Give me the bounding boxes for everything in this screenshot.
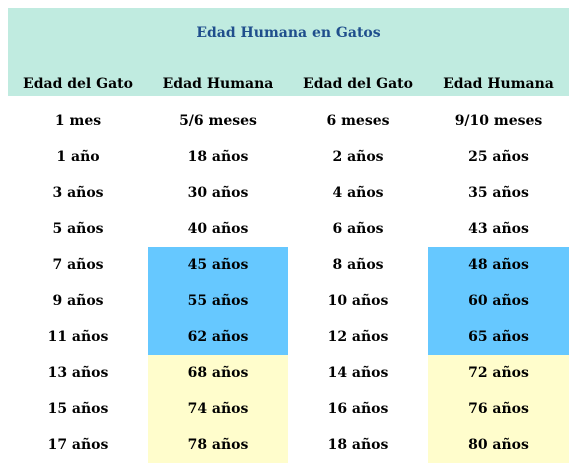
table-cell: 12 años: [327, 329, 389, 345]
table-cell-highlight-blue: 60 años: [428, 283, 569, 319]
table-header-band: Edad Humana en Gatos Edad del Gato Edad …: [8, 8, 569, 96]
table-cell: 16 años: [327, 401, 389, 417]
table-cell-highlight-blue: 65 años: [428, 319, 569, 355]
table-cell: 13 años: [47, 365, 109, 381]
column-header-human-age-2: Edad Humana: [443, 76, 554, 92]
table-cell: 25 años: [468, 149, 529, 165]
table-cell: 9 años: [52, 293, 104, 309]
table-cell: 10 años: [327, 293, 389, 309]
table-cell-highlight-blue: 55 años: [148, 283, 288, 319]
table-cell-highlight-blue: 62 años: [148, 319, 288, 355]
table-cell: 30 años: [187, 185, 249, 201]
table-cell-highlight-yellow: 76 años: [428, 391, 569, 427]
table-cell: 17 años: [47, 437, 109, 453]
table-cell-highlight-blue: 48 años: [428, 247, 569, 283]
table-cell: 40 años: [187, 221, 249, 237]
table-cell-highlight-yellow: 78 años: [148, 427, 288, 463]
table-cell: 8 años: [332, 257, 384, 273]
table-cell: 43 años: [468, 221, 529, 237]
column-header-cat-age-1: Edad del Gato: [23, 76, 133, 92]
table-cell: 1 año: [56, 149, 100, 165]
cat-age-table: Edad Humana en Gatos Edad del Gato Edad …: [8, 8, 569, 463]
table-cell: 11 años: [47, 329, 109, 345]
table-cell: 5/6 meses: [179, 113, 257, 129]
table-cell: 6 años: [332, 221, 384, 237]
table-cell-highlight-yellow: 74 años: [148, 391, 288, 427]
table-cell: 1 mes: [54, 113, 102, 129]
table-cell: 9/10 meses: [454, 113, 543, 129]
table-cell-highlight-blue: 45 años: [148, 247, 288, 283]
column-header-human-age-1: Edad Humana: [162, 76, 274, 92]
table-cell: 18 años: [327, 437, 389, 453]
table-body: 1 mes 5/6 meses 6 meses 9/10 meses 1 año…: [8, 103, 569, 463]
table-cell: 15 años: [47, 401, 109, 417]
table-cell: 4 años: [332, 185, 384, 201]
table-cell: 18 años: [187, 149, 249, 165]
table-cell-highlight-yellow: 68 años: [148, 355, 288, 391]
table-cell: 2 años: [332, 149, 384, 165]
table-cell: 14 años: [327, 365, 389, 381]
table-cell: 3 años: [52, 185, 104, 201]
table-cell: 7 años: [52, 257, 104, 273]
column-header-cat-age-2: Edad del Gato: [303, 76, 413, 92]
table-cell: 6 meses: [326, 113, 390, 129]
table-cell: 35 años: [468, 185, 529, 201]
table-cell-highlight-yellow: 72 años: [428, 355, 569, 391]
table-cell: 5 años: [52, 221, 104, 237]
table-title: Edad Humana en Gatos: [196, 25, 381, 41]
table-cell-highlight-yellow: 80 años: [428, 427, 569, 463]
column-headers: Edad del Gato Edad Humana Edad del Gato …: [8, 76, 569, 92]
